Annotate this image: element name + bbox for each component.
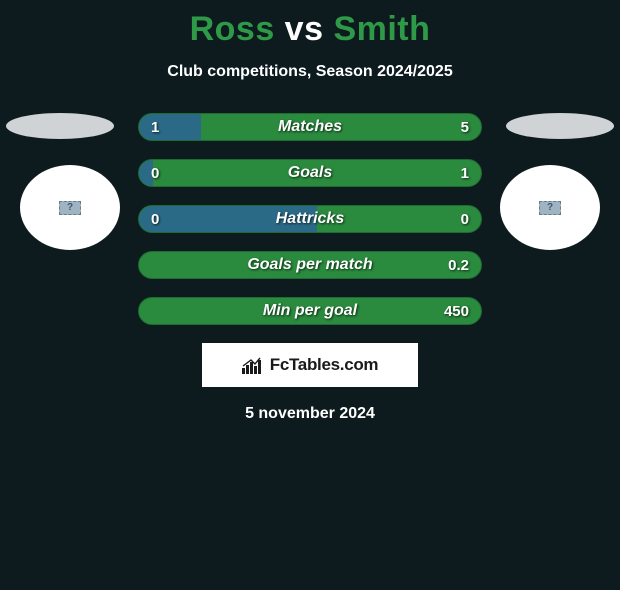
stat-bar: 0Hattricks0 [138, 205, 482, 233]
stat-right-value: 0 [461, 206, 469, 232]
left-team-ellipse [6, 113, 114, 139]
stat-bar: Min per goal450 [138, 297, 482, 325]
stat-bar: 1Matches5 [138, 113, 482, 141]
left-team-badge: ? [20, 165, 120, 250]
placeholder-icon: ? [539, 201, 561, 215]
stat-label: Hattricks [139, 206, 481, 232]
title-right: Smith [333, 10, 430, 48]
title-left: Ross [190, 10, 275, 48]
title-vs: vs [275, 10, 334, 48]
stat-right-value: 450 [444, 298, 469, 324]
stat-label: Goals [139, 160, 481, 186]
snapshot-date: 5 november 2024 [0, 405, 620, 423]
stat-bars: 1Matches50Goals10Hattricks0Goals per mat… [138, 113, 482, 325]
stat-right-value: 0.2 [448, 252, 469, 278]
stat-bar: 0Goals1 [138, 159, 482, 187]
stat-right-value: 5 [461, 114, 469, 140]
placeholder-icon: ? [59, 201, 81, 215]
stat-right-value: 1 [461, 160, 469, 186]
chart-icon [242, 356, 264, 374]
stat-label: Min per goal [139, 298, 481, 324]
right-team-ellipse [506, 113, 614, 139]
right-team-badge: ? [500, 165, 600, 250]
stat-label: Matches [139, 114, 481, 140]
stat-label: Goals per match [139, 252, 481, 278]
source-logo: FcTables.com [202, 343, 418, 387]
stat-bar: Goals per match0.2 [138, 251, 482, 279]
page-title: Ross vs Smith [0, 10, 620, 49]
subtitle: Club competitions, Season 2024/2025 [0, 63, 620, 81]
comparison-container: ? ? 1Matches50Goals10Hattricks0Goals per… [0, 113, 620, 325]
logo-text: FcTables.com [270, 355, 379, 375]
